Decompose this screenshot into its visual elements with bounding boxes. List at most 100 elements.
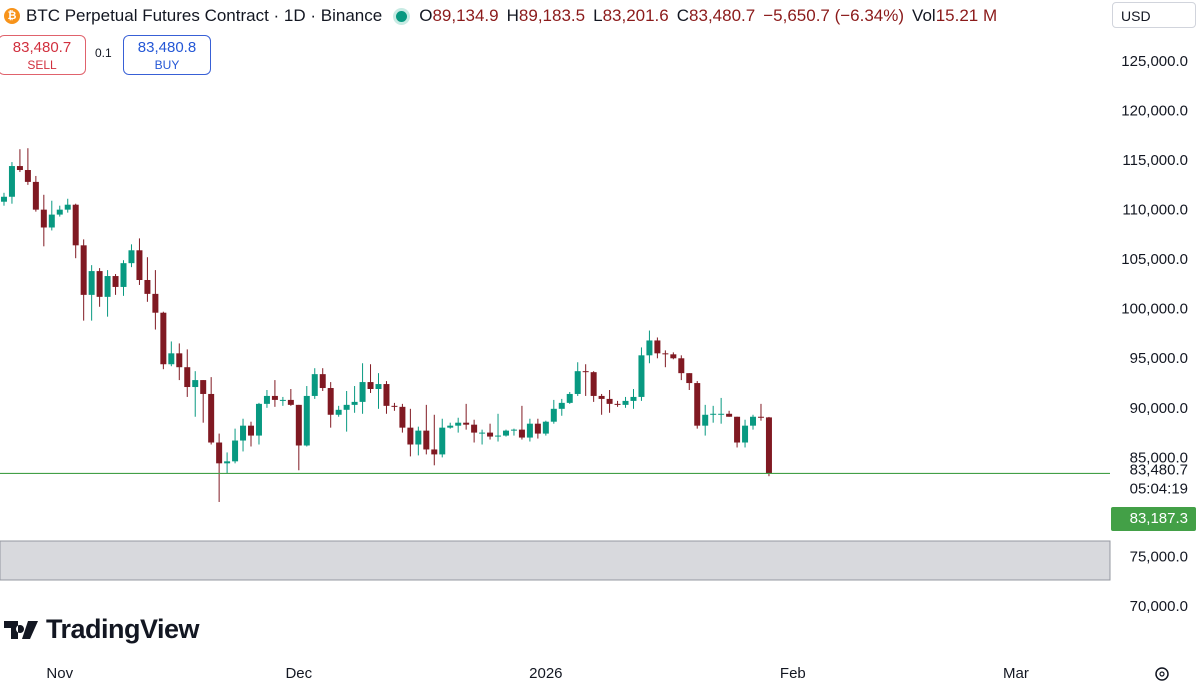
candle-body bbox=[56, 209, 63, 215]
candle-body bbox=[455, 422, 462, 426]
y-tick-label: 85,000.0 bbox=[1130, 449, 1188, 466]
sell-label: SELL bbox=[27, 58, 57, 72]
candle-body bbox=[694, 383, 701, 426]
candle-body bbox=[248, 425, 255, 436]
candle-body bbox=[662, 353, 669, 355]
y-tick-label: 100,000.0 bbox=[1121, 301, 1188, 318]
candle-body bbox=[208, 393, 215, 443]
candle-body bbox=[232, 440, 239, 462]
candle-body bbox=[463, 422, 470, 425]
candle-body bbox=[702, 414, 709, 426]
volume-value: 15.21 M bbox=[935, 6, 998, 25]
change-value: −5,650.7 (−6.34%) bbox=[763, 6, 905, 25]
candle-body bbox=[622, 400, 629, 405]
candle-body bbox=[176, 353, 183, 368]
candle-body bbox=[534, 423, 541, 434]
ohlc-value: 89,134.9 bbox=[432, 6, 499, 25]
candle-body bbox=[287, 399, 294, 405]
candle-body bbox=[104, 276, 111, 297]
candle-body bbox=[192, 380, 199, 388]
ohlc-key: C bbox=[676, 6, 690, 25]
y-tick-label: 125,000.0 bbox=[1121, 53, 1188, 70]
buy-price: 83,480.8 bbox=[137, 39, 197, 56]
candle-body bbox=[24, 170, 31, 182]
candle-body bbox=[224, 461, 231, 464]
candle-body bbox=[351, 401, 358, 405]
candle-body bbox=[407, 427, 414, 445]
marker-box bbox=[1111, 507, 1196, 531]
candle-body bbox=[710, 413, 717, 415]
brand-icon bbox=[4, 620, 38, 639]
settings-icon-core bbox=[1159, 671, 1165, 677]
candle-body bbox=[558, 402, 565, 409]
quantity: 0.1 bbox=[95, 46, 112, 60]
candle-body bbox=[542, 421, 549, 434]
marker-label: 83,187.3 bbox=[1130, 510, 1188, 527]
ohlc-value: 83,201.6 bbox=[602, 6, 669, 25]
candle-body bbox=[359, 382, 366, 402]
candle-body bbox=[566, 393, 573, 403]
candle-body bbox=[48, 214, 55, 228]
y-tick-label: 90,000.0 bbox=[1130, 400, 1188, 417]
candle-body bbox=[471, 424, 478, 433]
x-tick-label: Feb bbox=[780, 665, 806, 682]
candle-body bbox=[96, 271, 103, 297]
candle-body bbox=[750, 416, 757, 426]
currency-selector[interactable]: USD bbox=[1112, 2, 1196, 28]
candle-body bbox=[495, 435, 502, 437]
candle-body bbox=[184, 367, 191, 388]
y-tick-label: 70,000.0 bbox=[1130, 598, 1188, 615]
candle-body bbox=[40, 209, 47, 228]
candle-body bbox=[550, 408, 557, 422]
candle-body bbox=[479, 432, 486, 434]
ohlc-value: 89,183.5 bbox=[518, 6, 586, 25]
candle-body bbox=[16, 166, 23, 171]
candle-body bbox=[415, 430, 422, 445]
candle-body bbox=[526, 423, 533, 438]
candle-body bbox=[654, 340, 661, 354]
candle-body bbox=[279, 399, 286, 401]
candle-body bbox=[638, 355, 645, 397]
candle-body bbox=[335, 409, 342, 415]
candle-body bbox=[757, 416, 764, 418]
candle-body bbox=[606, 398, 613, 404]
candle-body bbox=[439, 427, 446, 455]
y-tick-label: 115,000.0 bbox=[1122, 152, 1188, 169]
volume-key: Vol bbox=[912, 6, 936, 25]
ohlc-key: L bbox=[593, 6, 603, 25]
candle-body bbox=[582, 371, 589, 373]
x-tick-label: Nov bbox=[46, 665, 73, 682]
candle-body bbox=[271, 395, 278, 400]
candle-body bbox=[8, 166, 15, 197]
candle-body bbox=[718, 413, 725, 415]
x-tick-label: Dec bbox=[285, 665, 312, 682]
candle-body bbox=[646, 340, 653, 356]
candle-body bbox=[590, 372, 597, 396]
candle-body bbox=[343, 404, 350, 410]
x-tick-label: Mar bbox=[1003, 665, 1029, 682]
candle-body bbox=[152, 293, 159, 313]
candle-body bbox=[574, 371, 581, 394]
sell-button[interactable]: 83,480.7 SELL bbox=[0, 35, 86, 75]
candle-body bbox=[742, 425, 749, 443]
candle-body bbox=[678, 358, 685, 374]
candle-body bbox=[144, 280, 151, 294]
buy-button[interactable]: 83,480.8 BUY bbox=[123, 35, 211, 75]
candle-body bbox=[295, 404, 302, 446]
candle-body bbox=[686, 373, 693, 384]
ohlc-value: 83,480.7 bbox=[689, 6, 756, 25]
brand-logo: TradingView bbox=[4, 614, 200, 645]
candle-body bbox=[80, 245, 87, 295]
candle-body bbox=[726, 413, 733, 417]
candle-body bbox=[32, 181, 39, 210]
candle-body bbox=[614, 403, 621, 405]
y-tick-label: 95,000.0 bbox=[1130, 350, 1188, 367]
btc-icon: ₿ bbox=[4, 8, 20, 24]
candle-body bbox=[216, 442, 223, 464]
scroll-band bbox=[0, 540, 1111, 581]
candle-body bbox=[510, 429, 517, 431]
candle-body bbox=[136, 250, 143, 281]
candle-body bbox=[311, 374, 318, 396]
candle-body bbox=[670, 354, 677, 359]
